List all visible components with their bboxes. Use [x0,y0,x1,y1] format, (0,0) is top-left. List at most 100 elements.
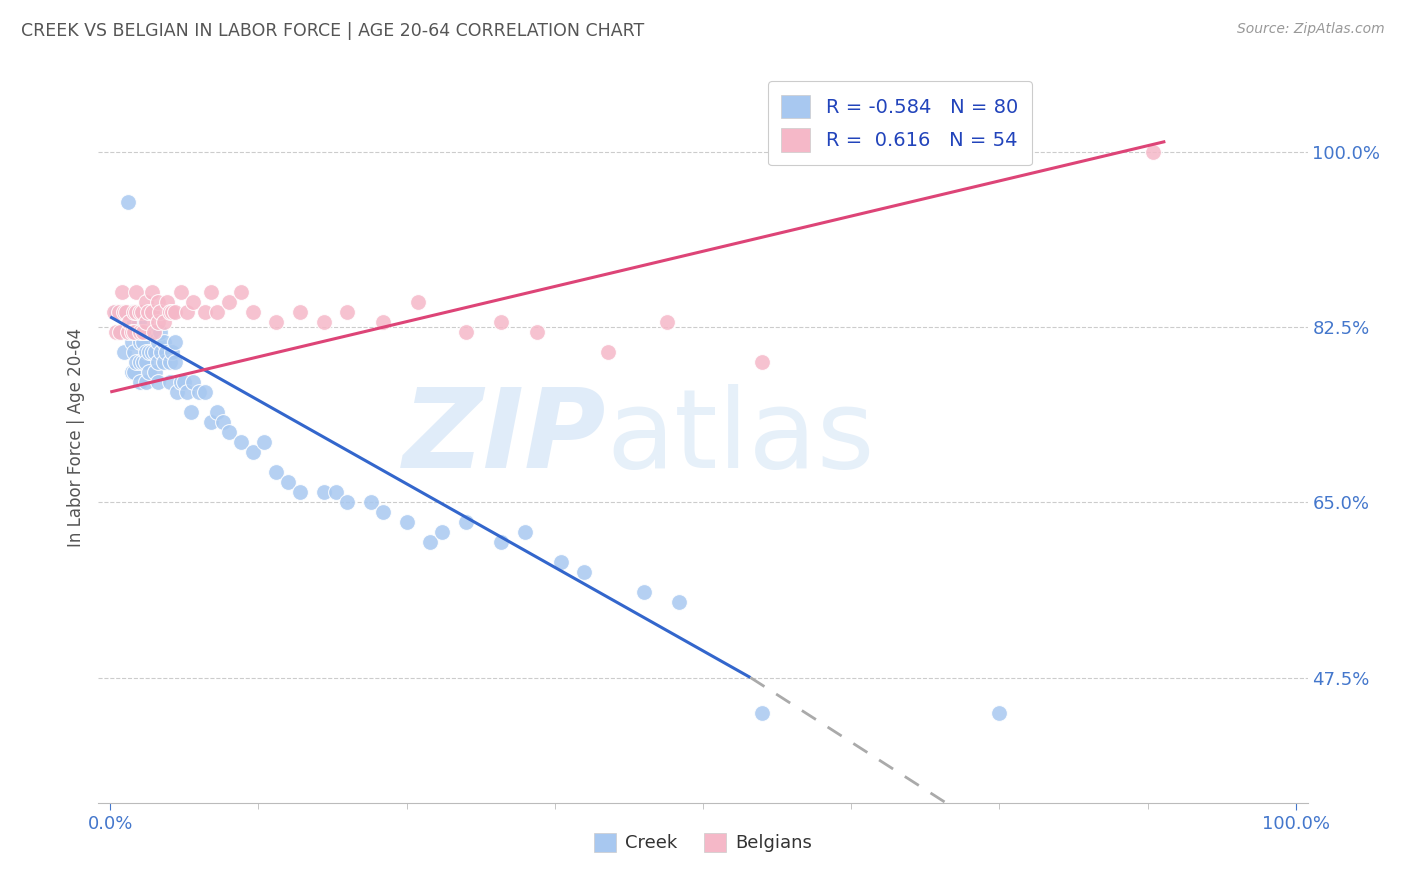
Point [170,285,193,299]
Point [550,555,572,569]
Point [146,334,169,349]
Point [122,305,145,319]
Point [122,345,145,359]
Point [229,435,252,450]
Point [136,325,159,339]
Point [181,294,204,309]
Point [114,305,136,319]
Point [491,535,513,549]
Point [574,566,596,580]
Point [107,305,129,319]
Point [135,345,157,359]
Point [141,345,163,359]
Point [454,325,477,339]
Point [277,475,299,490]
Point [454,515,477,529]
Point [160,345,183,359]
Point [132,325,155,339]
Point [135,294,157,309]
Point [205,405,228,419]
Point [242,445,264,459]
Point [218,425,240,439]
Point [156,294,179,309]
Point [131,325,153,339]
Point [200,285,222,299]
Point [205,305,228,319]
Point [194,384,217,399]
Text: CREEK VS BELGIAN IN LABOR FORCE | AGE 20-64 CORRELATION CHART: CREEK VS BELGIAN IN LABOR FORCE | AGE 20… [21,22,644,40]
Point [152,334,174,349]
Point [200,415,222,429]
Point [121,325,143,339]
Point [111,285,134,299]
Point [155,345,177,359]
Point [264,465,287,479]
Point [122,315,145,329]
Point [152,315,174,329]
Point [288,305,311,319]
Point [143,325,166,339]
Point [138,365,160,379]
Point [526,325,548,339]
Point [165,355,187,369]
Point [125,355,148,369]
Point [395,515,418,529]
Point [371,315,394,329]
Point [121,334,143,349]
Point [180,405,202,419]
Point [253,435,276,450]
Point [160,305,183,319]
Point [129,305,152,319]
Point [1142,145,1164,159]
Text: atlas: atlas [606,384,875,491]
Point [108,325,131,339]
Point [336,305,359,319]
Point [432,525,454,540]
Point [165,334,187,349]
Point [751,355,773,369]
Text: Source: ZipAtlas.com: Source: ZipAtlas.com [1237,22,1385,37]
Point [408,294,430,309]
Y-axis label: In Labor Force | Age 20-64: In Labor Force | Age 20-64 [66,327,84,547]
Point [125,305,148,319]
Point [129,334,152,349]
Point [122,325,145,339]
Legend: Creek, Belgians: Creek, Belgians [586,826,820,860]
Point [135,325,157,339]
Point [152,355,174,369]
Point [146,355,169,369]
Point [181,375,204,389]
Point [218,294,240,309]
Point [159,375,181,389]
Point [229,285,252,299]
Point [117,194,139,209]
Point [264,315,287,329]
Point [173,375,195,389]
Point [360,495,382,509]
Point [129,375,152,389]
Point [128,315,150,329]
Point [141,285,163,299]
Point [132,334,155,349]
Point [132,355,155,369]
Point [165,305,187,319]
Text: ZIP: ZIP [402,384,606,491]
Point [125,285,148,299]
Point [288,485,311,500]
Point [657,315,679,329]
Point [117,325,139,339]
Point [114,305,136,319]
Point [149,325,172,339]
Point [212,415,235,429]
Point [136,305,159,319]
Point [135,355,157,369]
Point [131,305,153,319]
Point [146,315,169,329]
Point [312,485,335,500]
Point [166,384,188,399]
Point [105,325,128,339]
Point [114,345,136,359]
Point [150,345,173,359]
Point [988,706,1011,720]
Point [668,595,690,609]
